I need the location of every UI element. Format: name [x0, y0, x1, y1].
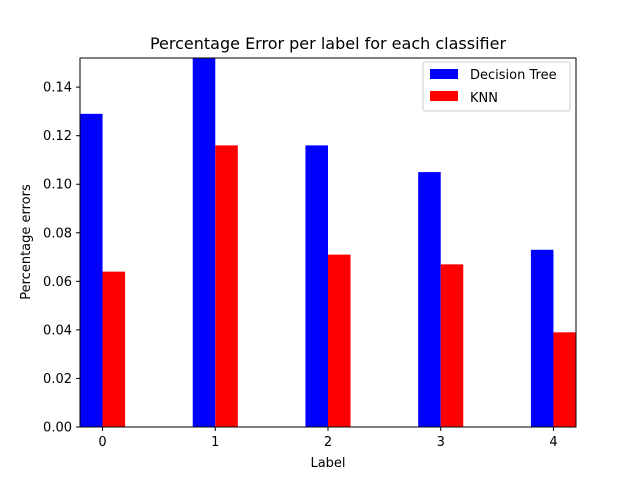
y-tick-label: 0.14	[43, 81, 72, 96]
x-tick-label: 2	[324, 435, 332, 450]
y-tick-label: 0.04	[43, 323, 72, 338]
x-axis-ticks: 0 1 2 3 4	[98, 427, 558, 450]
y-tick-label: 0.00	[43, 421, 72, 436]
bar-knn-label-4	[553, 332, 576, 427]
bar-decision-tree-label-1	[192, 58, 216, 427]
legend-box	[422, 61, 571, 112]
y-tick-label: 0.06	[43, 275, 72, 290]
legend-label-decision-tree: Decision Tree	[470, 68, 557, 83]
chart-title: Percentage Error per label for each clas…	[150, 34, 506, 53]
bar-knn-label-3	[440, 264, 464, 427]
y-axis-ticks: 0.00 0.02 0.04 0.06 0.08 0.10 0.12 0.14	[43, 81, 80, 436]
bar-decision-tree-label-3	[418, 172, 441, 427]
y-tick-label: 0.10	[43, 178, 72, 193]
x-tick-label: 4	[549, 435, 557, 450]
x-axis-label: Label	[310, 456, 345, 471]
legend: Decision Tree KNN	[422, 61, 571, 112]
bar-decision-tree-label-0	[80, 113, 103, 428]
legend-swatch-decision-tree	[430, 69, 458, 79]
bars-group	[80, 58, 576, 428]
bar-knn-label-0	[102, 271, 126, 427]
legend-swatch-knn	[430, 91, 458, 101]
x-tick-label: 3	[437, 435, 445, 450]
x-tick-label: 0	[98, 435, 106, 450]
y-tick-label: 0.12	[43, 129, 72, 144]
bar-knn-label-2	[328, 254, 351, 427]
y-axis-label: Percentage errors	[19, 184, 34, 300]
x-tick-label: 1	[211, 435, 219, 450]
y-tick-label: 0.08	[43, 226, 72, 241]
bar-decision-tree-label-2	[305, 145, 328, 428]
bar-decision-tree-label-4	[530, 249, 554, 427]
bar-knn-label-1	[215, 145, 238, 428]
y-tick-label: 0.02	[43, 372, 72, 387]
legend-label-knn: KNN	[470, 91, 498, 106]
